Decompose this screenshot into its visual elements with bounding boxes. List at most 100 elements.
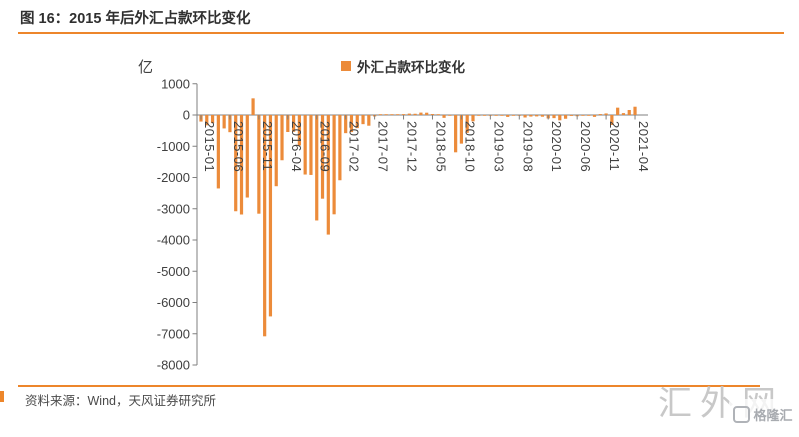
chart-bar (205, 115, 209, 126)
x-tick-label: 2015-11 (260, 121, 275, 171)
chart-bar (309, 115, 313, 175)
chart-bar (303, 115, 307, 175)
x-tick-label: 2017-02 (347, 121, 362, 172)
chart-bar (286, 115, 290, 132)
chart-bar (454, 115, 458, 153)
title-divider (18, 32, 784, 34)
watermark-logo-text: 格隆汇 (753, 407, 793, 423)
figure-title: 图 16：2015 年后外汇占款环比变化 (20, 11, 251, 27)
chart-bar (552, 115, 556, 119)
chart-bar (633, 106, 637, 115)
chart-bar (529, 115, 533, 117)
chart-bar (430, 114, 435, 115)
page-edge-mark (0, 391, 4, 402)
x-tick-label: 2018-10 (462, 121, 477, 172)
y-tick-label: -1000 (157, 139, 190, 154)
chart-bar (459, 115, 464, 144)
chart-bar (378, 114, 382, 115)
chart-bar (581, 115, 585, 116)
chart-bar (291, 115, 296, 132)
chart-bar (540, 115, 545, 117)
source-note: 资料来源：Wind，天风证券研究所 (25, 394, 216, 408)
x-tick-label: 2016-09 (318, 121, 333, 172)
chart-bar (401, 114, 406, 115)
chart-bar (407, 113, 411, 115)
chart-bar (361, 115, 365, 125)
chart-bar (621, 113, 626, 115)
chart-bar (222, 115, 226, 129)
y-tick-label: 0 (183, 108, 190, 123)
chart-bar (326, 115, 330, 235)
chart-bar (558, 115, 562, 121)
chart-bar (320, 115, 325, 199)
y-tick-label: -5000 (157, 264, 190, 279)
x-tick-label: 2017-07 (376, 121, 391, 172)
x-tick-label: 2015-01 (202, 121, 217, 172)
legend-label: 外汇占款环比变化 (357, 60, 465, 75)
chart-bar (280, 115, 284, 161)
chart-bar (500, 115, 504, 116)
x-tick-label: 2020-06 (578, 121, 593, 172)
chart-bar (210, 115, 215, 124)
chart-bar (587, 115, 591, 116)
chart-bar (349, 115, 354, 133)
chart-bar (384, 114, 388, 115)
chart-bar (257, 115, 261, 214)
chart-bar (234, 115, 238, 212)
x-tick-label: 2017-12 (405, 121, 420, 172)
watermark-logo-icon (733, 405, 751, 423)
x-tick-label: 2018-05 (433, 121, 448, 172)
x-tick-label: 2019-08 (520, 121, 535, 172)
chart-bar (297, 115, 301, 146)
chart-bar (419, 112, 423, 115)
chart-bar (228, 115, 232, 133)
chart-bar (332, 115, 336, 215)
y-tick-label: -7000 (157, 326, 190, 341)
chart-bar (506, 115, 510, 117)
chart-bar (390, 114, 394, 115)
legend-swatch-icon (341, 61, 351, 71)
y-tick-label: -4000 (157, 233, 190, 248)
chart-bar (535, 115, 539, 117)
footer-divider (18, 385, 760, 387)
y-tick-label: -6000 (157, 295, 190, 310)
chart-bar (338, 115, 342, 181)
chart-bar (465, 115, 469, 133)
chart-bar (477, 115, 481, 116)
y-tick-label: -3000 (157, 201, 190, 216)
chart-bar (482, 115, 487, 116)
chart-bar (413, 113, 417, 115)
chart-bar (436, 114, 440, 115)
chart-bar (251, 98, 255, 115)
chart-bar (569, 115, 573, 116)
x-tick-label: 2015-06 (231, 121, 246, 172)
chart-bar (355, 115, 359, 129)
chart-bar (245, 115, 249, 198)
chart-bar (448, 115, 452, 116)
chart-legend: 外汇占款环比变化 (341, 56, 465, 76)
chart-bar (315, 115, 319, 221)
chart-bar (442, 115, 446, 118)
chart-bar (344, 115, 348, 134)
chart-bar (610, 115, 614, 125)
x-tick-label: 2020-01 (549, 121, 564, 172)
chart-bar (216, 115, 220, 189)
chart-bar (604, 113, 608, 115)
chart-bar (274, 115, 278, 187)
chart-bar (425, 112, 429, 115)
x-tick-label: 2019-03 (491, 121, 506, 172)
chart-bar (367, 115, 371, 126)
chart-bar (263, 115, 267, 337)
chart-bar (494, 115, 498, 116)
x-tick-label: 2016-04 (289, 121, 304, 172)
chart-bar (563, 115, 568, 119)
chart-bar (616, 107, 620, 115)
watermark-logo: 格隆汇 (729, 399, 797, 429)
chart-bar (523, 115, 527, 118)
chart-bar (471, 115, 475, 122)
y-axis-unit-label: 亿 (138, 59, 154, 76)
y-tick-label: -2000 (157, 170, 190, 185)
y-tick-label: -8000 (157, 358, 190, 373)
chart-bar (592, 115, 597, 117)
